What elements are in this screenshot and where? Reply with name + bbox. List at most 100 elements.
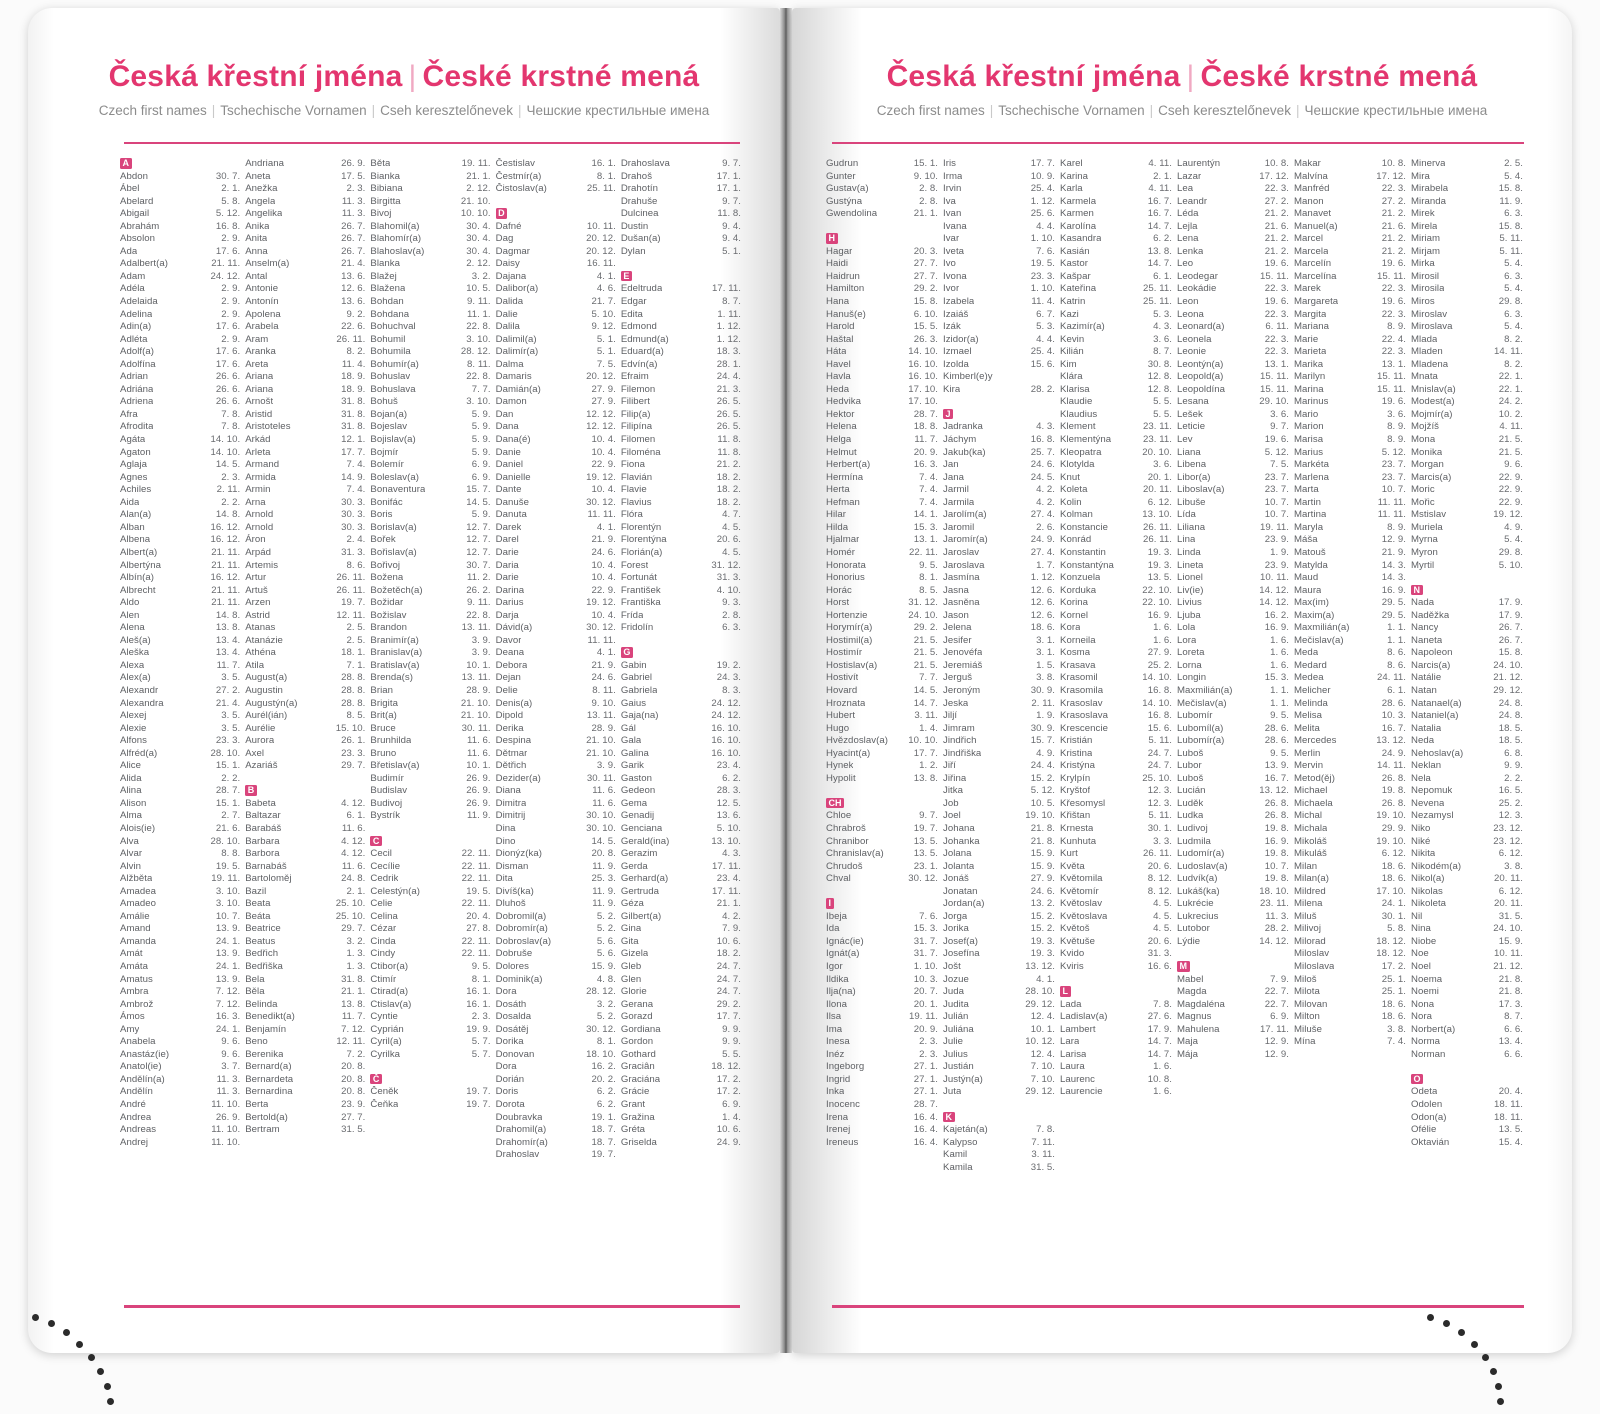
name-entry: Bohumil 3. 10. [370,334,490,347]
name-entry: Izaiáš 6. 7. [943,309,1055,322]
name-label: Jana [943,471,965,483]
name-day-date: 22. 11. [461,898,491,910]
name-label: Naděžka [1411,609,1450,621]
name-entry: Homér 22. 11. [826,547,938,560]
name-entry: Čestmír(a) 8. 1. [496,171,616,184]
name-label: Leopold(a) [1177,371,1224,383]
name-day-date: 14. 7. [1147,258,1172,270]
name-entry: Amanda 24. 1. [120,936,240,949]
name-day-date: 29. 5. [1381,597,1406,609]
name-label: Lara [1060,1036,1080,1048]
book-spine-gutter [780,8,792,1353]
name-day-date: 11. 6. [467,747,491,759]
name-label: Artemis [245,559,279,571]
name-day-date: 15. 2. [1030,923,1055,935]
name-day-date: 2. 8. [722,609,742,621]
name-entry: Jolana 15. 9. [943,848,1055,861]
name-label: Helena [826,421,857,433]
name-day-date: 3. 11. [1031,1149,1055,1161]
name-label: Bivoj [370,208,392,220]
name-label: Dajana [495,270,527,282]
name-entry: Makar 10. 8. [1294,158,1406,171]
letter-heading: E [620,270,741,284]
name-entry: Kornel 16. 9. [1060,610,1172,623]
name-day-date: 3. 3. [1153,835,1172,847]
name-day-date: 4. 9. [1036,747,1055,759]
name-label: Ábel [120,183,140,195]
name-label: Darie [495,572,519,584]
name-day-date: 22. 11. [461,860,491,872]
name-label: Kryštof [1060,785,1091,797]
name-label: Krasoslav [1060,697,1103,709]
name-day-date: 25. 4. [1030,346,1055,358]
name-label: Ilona [826,998,848,1010]
name-entry: Ivan 25. 6. [943,208,1055,221]
name-entry: Gudrun 15. 1. [826,158,938,171]
name-label: Kazi [1060,308,1079,320]
name-label: Edvín(a) [620,358,658,370]
name-label: Denis(a) [495,697,533,709]
name-entry: Azariáš 29. 7. [245,760,365,773]
name-entry: Ludivoj 19. 8. [1177,823,1289,836]
name-label: Hostivít [826,672,859,684]
name-label: Maxim(a) [1294,609,1335,621]
name-label: Andreas [120,1124,157,1136]
name-entry: Alma 2. 7. [120,810,240,823]
name-day-date: 20. 7. [913,986,938,998]
name-entry: Kristina 24. 7. [1060,748,1172,761]
name-entry: Hostimil(a) 21. 5. [826,635,938,648]
name-day-date: 16. 2. [1264,609,1289,621]
name-label: Dolores [495,961,530,972]
name-day-date: 25. 10. [1142,772,1172,784]
name-day-date: 30. 8. [1147,358,1172,370]
name-entry: Dora 28. 12. [496,986,616,999]
name-entry: Marinus 19. 6. [1294,396,1406,409]
name-entry: Izák 5. 3. [943,321,1055,334]
name-day-date: 8. 5. [919,584,938,596]
name-label: Dionýz(ka) [495,848,542,860]
name-day-date: 18. 2. [716,948,742,960]
name-entry: Edmond 1. 12. [621,321,741,334]
name-label: Juliána [943,1023,974,1035]
name-entry: Lucián 13. 12. [1177,785,1289,798]
name-day-date: 14. 12. [1259,584,1289,596]
name-label: Bojislav(a) [370,434,416,446]
name-entry: Ima 20. 9. [826,1024,938,1037]
name-entry: Andreas 11. 10. [120,1124,240,1137]
name-entry: Karla 4. 11. [1060,183,1172,196]
name-day-date: 21. 4. [341,258,366,270]
name-day-date: 12. 4. [1030,1048,1055,1060]
name-label: Léda [1177,208,1199,220]
name-label: Julius [943,1048,968,1060]
name-day-date: 6. 1. [346,810,366,822]
name-entry: Aldo 21. 11. [120,597,240,610]
name-entry: Karolína 14. 7. [1060,221,1172,234]
name-day-date: 19. 6. [1381,296,1406,308]
name-entry: Dalila 9. 12. [496,321,616,334]
name-label: Lesana [1177,396,1209,408]
name-day-date: 8. 1. [919,572,938,584]
name-label: Květomila [1060,873,1103,885]
name-entry: Ctislav(a) 16. 1. [370,999,490,1012]
name-day-date: 7. 7. [471,383,491,395]
name-entry: Ofélie 13. 5. [1411,1124,1523,1137]
name-day-date: 12. 9. [1264,1036,1289,1048]
name-day-date: 20. 11. [1494,873,1523,885]
name-day-date: 16. 8. [215,220,241,232]
name-label: Adriána [120,383,154,395]
name-day-date: 22. 9. [591,459,616,471]
name-day-date: 13. 8. [913,772,938,784]
name-label: Nikita [1411,848,1436,860]
name-entry: Jimram 30. 9. [943,723,1055,736]
name-day-date: 2. 1. [1153,170,1172,182]
name-label: Nina [1411,923,1431,935]
name-entry: Marisa 8. 9. [1294,434,1406,447]
name-day-date: 15. 5. [913,321,938,333]
letter-heading: I [826,898,938,911]
name-day-date: 3. 5. [221,722,241,734]
name-entry: Nevena 25. 2. [1411,798,1523,811]
name-day-date: 5. 2. [596,910,616,922]
name-label: Chranibor [826,835,869,847]
name-entry: Dosátěj 30. 12. [496,1024,616,1037]
name-entry: Harold 15. 5. [826,321,938,334]
